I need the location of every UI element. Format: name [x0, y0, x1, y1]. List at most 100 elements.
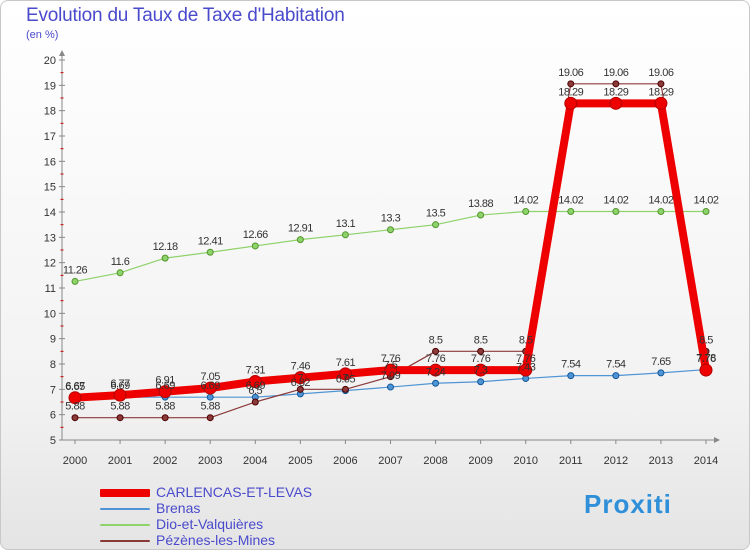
data-point	[477, 378, 485, 386]
data-label: 14.02	[603, 194, 628, 206]
chart-axes: 5 6 7 8 9 10 11 12 13 14 15 16 17 18 19 20 2000 2001 2002 2…	[44, 50, 720, 467]
data-label: 11.26	[63, 264, 88, 276]
data-point	[206, 248, 214, 256]
y-tick-label: 11	[45, 283, 56, 295]
data-label: 6.69	[155, 380, 175, 392]
data-point	[293, 371, 307, 385]
data-label: 7.76	[471, 353, 491, 365]
data-point	[477, 211, 485, 219]
data-point	[432, 347, 440, 355]
legend-label: Brenas	[156, 500, 201, 516]
data-label: 12.41	[198, 235, 223, 247]
x-axis-arrow	[714, 437, 720, 443]
x-tick-label: 2014	[694, 455, 718, 467]
data-label: 7.61	[336, 357, 356, 369]
y-tick-label: 7	[50, 384, 56, 396]
data-label: 6.95	[336, 374, 356, 386]
data-point	[612, 207, 620, 215]
data-point	[158, 385, 172, 399]
data-label: 7.46	[291, 361, 311, 373]
data-label: 6.5	[248, 385, 262, 397]
y-tick-label: 16	[44, 156, 56, 168]
data-label: 7.76	[426, 353, 446, 365]
data-label: 7.78	[696, 353, 716, 365]
x-tick-label: 2010	[513, 455, 537, 467]
y-tick-label: 10	[44, 308, 56, 320]
data-label: 7.24	[426, 366, 446, 378]
series-carlencas-et-levas	[68, 96, 713, 405]
data-point	[296, 385, 304, 393]
data-label: 14.02	[558, 194, 583, 206]
data-label: 8.5	[519, 334, 533, 346]
data-point	[341, 231, 349, 239]
x-tick-label: 2011	[559, 455, 583, 467]
data-label: 18.29	[558, 86, 583, 98]
data-point	[387, 226, 394, 234]
data-point	[564, 96, 578, 110]
data-label: 13.88	[468, 198, 493, 210]
y-tick-label: 15	[44, 182, 56, 194]
data-label: 12.91	[288, 223, 313, 235]
data-label: 5.88	[155, 401, 175, 413]
data-point	[432, 379, 440, 387]
data-point	[251, 398, 259, 406]
data-label: 8.5	[699, 334, 713, 346]
data-point	[113, 388, 127, 402]
data-label: 19.06	[558, 67, 583, 79]
data-label: 7.43	[516, 361, 536, 373]
data-label: 6.67	[65, 381, 85, 393]
data-point	[71, 414, 79, 422]
data-point	[477, 347, 485, 355]
proxiti-logo: Proxiti	[584, 489, 672, 519]
y-tick-label: 8	[50, 359, 56, 371]
data-label: 7.3	[474, 365, 488, 377]
data-point	[384, 363, 397, 377]
data-label: 18.29	[603, 86, 628, 98]
data-point	[474, 363, 488, 377]
data-point	[161, 254, 169, 262]
data-label: 7.31	[246, 364, 266, 376]
y-tick-label: 18	[44, 106, 56, 118]
legend-label: Dio-et-Valquières	[156, 516, 264, 532]
x-tick-label: 2001	[108, 455, 132, 467]
data-point	[702, 207, 710, 215]
data-point	[387, 383, 394, 391]
y-tick-label: 14	[44, 207, 56, 219]
y-axis-arrow	[59, 50, 65, 56]
x-tick-label: 2000	[63, 455, 87, 467]
data-label: 14.02	[648, 194, 673, 206]
legend-swatch	[100, 540, 150, 542]
x-tick-label: 2003	[198, 455, 222, 467]
data-point	[657, 369, 665, 377]
x-tick-label: 2013	[649, 455, 673, 467]
x-tick-label: 2012	[604, 455, 628, 467]
data-point	[654, 96, 668, 110]
data-point	[519, 363, 533, 377]
data-label: 7.76	[516, 353, 536, 365]
data-point	[432, 221, 440, 229]
series-pezenes-les-mines	[71, 80, 710, 422]
data-label: 7.5	[384, 360, 398, 372]
x-tick-label: 2002	[153, 455, 177, 467]
data-point	[296, 236, 304, 244]
data-label: 5.88	[201, 401, 221, 413]
data-label: 6.69	[201, 380, 221, 392]
data-point	[567, 80, 575, 88]
legend-swatch	[100, 489, 150, 497]
data-point	[116, 269, 124, 277]
data-label-layer: 6.67 6.77 6.91 7.05 7.31 7.46 7.61 7.76 7.76 7.76…	[63, 67, 720, 413]
data-label: 7.54	[606, 359, 626, 371]
y-tick-label: 19	[44, 80, 56, 92]
data-label: 7.09	[381, 370, 401, 382]
data-label: 6.69	[246, 380, 266, 392]
data-label: 7	[343, 372, 349, 384]
y-tick-label: 9	[50, 334, 56, 346]
x-tick-label: 2009	[468, 455, 492, 467]
data-label: 6.69	[110, 380, 130, 392]
x-tick-label: 2007	[378, 455, 402, 467]
data-label: 7	[298, 372, 304, 384]
data-point	[248, 374, 262, 388]
data-label: 13.3	[381, 213, 401, 225]
data-label: 7.05	[201, 371, 221, 383]
data-point	[522, 207, 530, 215]
